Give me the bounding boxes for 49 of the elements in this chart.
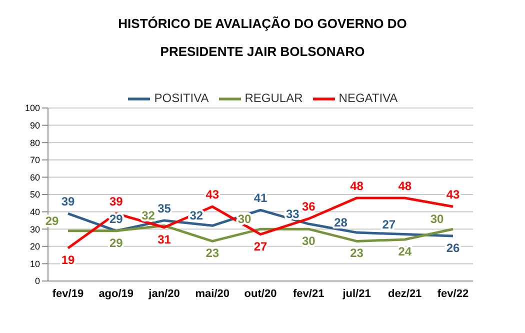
data-label: 33 xyxy=(286,206,300,221)
legend-label: POSITIVA xyxy=(154,91,209,106)
x-tick-label: fev/19 xyxy=(52,288,84,300)
data-label: 41 xyxy=(254,191,268,206)
y-tick-label: 60 xyxy=(30,172,40,182)
data-label: 28 xyxy=(334,216,348,230)
data-label: 27 xyxy=(382,217,396,232)
x-tick-label: jan/20 xyxy=(148,288,180,300)
x-tick-label: jul/21 xyxy=(342,288,371,300)
data-label: 39 xyxy=(61,194,75,209)
chart-title: HISTÓRICO DE AVALIAÇÃO DO GOVERNO DO PRESIDENTE JAIR BOLSONARO xyxy=(117,15,408,61)
data-label: 23 xyxy=(206,246,220,260)
data-label: 30 xyxy=(302,234,316,248)
legend-label: REGULAR xyxy=(244,91,303,106)
y-tick-label: 100 xyxy=(24,103,40,114)
data-label: 36 xyxy=(302,200,316,214)
data-label: 43 xyxy=(446,188,460,202)
data-label: 19 xyxy=(61,253,75,268)
x-tick-label: ago/19 xyxy=(98,288,134,300)
legend-label: NEGATIVA xyxy=(338,91,398,106)
y-tick-label: 40 xyxy=(30,206,40,217)
data-label: 23 xyxy=(350,246,364,260)
data-label: 30 xyxy=(430,212,444,226)
data-label: 29 xyxy=(109,212,124,226)
y-tick-label: 70 xyxy=(30,155,40,166)
data-label: 31 xyxy=(158,232,172,246)
data-label: 35 xyxy=(158,201,172,216)
data-label: 32 xyxy=(142,208,156,223)
data-label: 27 xyxy=(254,239,268,254)
data-label: 29 xyxy=(109,236,124,250)
data-label: 24 xyxy=(398,244,412,258)
data-label: 30 xyxy=(238,212,252,226)
y-tick-label: 10 xyxy=(30,258,40,269)
data-label: 43 xyxy=(206,188,220,202)
data-label: 48 xyxy=(350,178,364,193)
x-tick-label: dez/21 xyxy=(388,288,422,300)
data-label: 48 xyxy=(398,178,412,193)
y-tick-label: 0 xyxy=(34,276,40,286)
x-tick-label: fev/21 xyxy=(293,288,324,300)
x-tick-label: out/20 xyxy=(244,288,277,300)
y-tick-label: 20 xyxy=(30,242,40,252)
y-tick-label: 30 xyxy=(30,224,40,234)
y-tick-label: 50 xyxy=(30,190,40,200)
x-tick-label: fev/22 xyxy=(437,288,469,300)
y-tick-label: 90 xyxy=(30,120,40,130)
y-tick-label: 80 xyxy=(30,138,40,148)
x-tick-label: mai/20 xyxy=(195,288,230,300)
data-label: 26 xyxy=(446,241,460,256)
data-label: 39 xyxy=(109,194,124,209)
